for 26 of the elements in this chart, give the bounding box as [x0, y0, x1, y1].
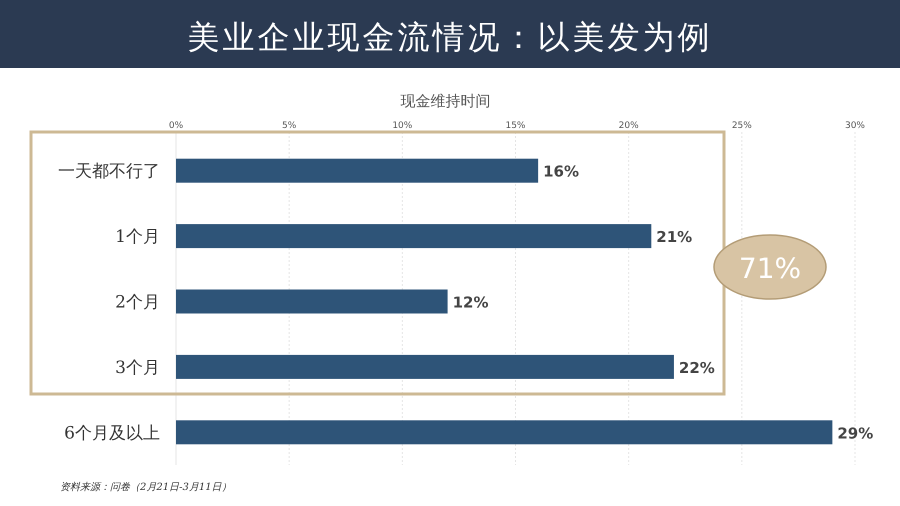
x-tick-label: 10% — [392, 121, 413, 131]
y-tick-label: 1个月 — [115, 227, 160, 248]
bar — [176, 158, 538, 183]
y-tick-label: 3个月 — [115, 358, 160, 378]
chart-title: 美业企业现金流情况：以美发为例 — [188, 18, 712, 56]
x-tick-label: 5% — [282, 121, 297, 131]
x-tick-label: 20% — [618, 121, 640, 131]
data-label: 16% — [543, 162, 580, 181]
x-tick-label: 0% — [168, 121, 184, 131]
text: 资料来源：问卷（2月21日-3月11日） — [60, 481, 232, 493]
bar — [176, 290, 448, 314]
data-label: 29% — [837, 424, 874, 442]
x-tick-label: 15% — [505, 121, 526, 131]
bar — [176, 354, 674, 379]
y-tick-label: 一天都不行了 — [58, 162, 160, 182]
data-label: 12% — [452, 294, 489, 312]
x-tick-label: 25% — [732, 121, 752, 131]
annotation: 71% — [738, 252, 802, 285]
bar — [176, 420, 832, 444]
y-tick-label: 6个月及以上 — [64, 423, 160, 444]
y-tick-label: 2个月 — [115, 292, 160, 312]
x-tick-label: 30% — [844, 121, 866, 131]
bar — [176, 224, 652, 248]
data-label: 21% — [656, 228, 692, 246]
data-label: 22% — [678, 358, 715, 377]
x-axis-title: 现金维持时间 — [400, 92, 490, 110]
